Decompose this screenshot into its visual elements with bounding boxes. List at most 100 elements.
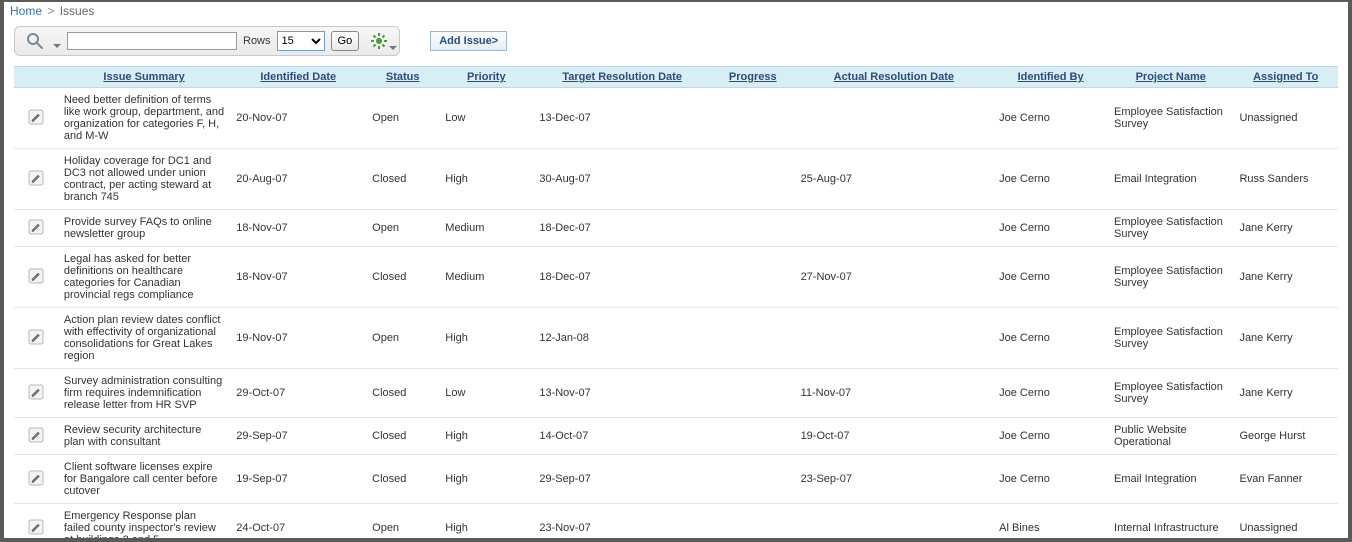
cell-project: Employee Satisfaction Survey xyxy=(1108,210,1233,247)
add-issue-button[interactable]: Add Issue> xyxy=(430,31,507,51)
cell-actual xyxy=(795,88,994,149)
cell-target: 29-Sep-07 xyxy=(533,455,711,504)
cell-actual xyxy=(795,504,994,542)
cell-assigned: Russ Sanders xyxy=(1233,149,1338,210)
cell-identified-by: Joe Cerno xyxy=(993,210,1108,247)
cell-priority: High xyxy=(439,308,533,369)
cell-summary: Review security architecture plan with c… xyxy=(58,418,230,455)
cell-identified-by: Joe Cerno xyxy=(993,247,1108,308)
cell-progress xyxy=(711,247,795,308)
cell-target: 23-Nov-07 xyxy=(533,504,711,542)
table-row: Emergency Response plan failed county in… xyxy=(14,504,1338,542)
cell-progress xyxy=(711,455,795,504)
cell-actual: 11-Nov-07 xyxy=(795,369,994,418)
cell-identified-by: Joe Cerno xyxy=(993,369,1108,418)
gear-icon[interactable] xyxy=(365,30,393,52)
table-row: Holiday coverage for DC1 and DC3 not all… xyxy=(14,149,1338,210)
rows-select[interactable]: 15 xyxy=(277,31,325,51)
cell-assigned: Jane Kerry xyxy=(1233,247,1338,308)
col-summary[interactable]: Issue Summary xyxy=(58,67,230,88)
breadcrumb: Home > Issues xyxy=(4,2,1348,20)
cell-summary: Provide survey FAQs to online newsletter… xyxy=(58,210,230,247)
col-project[interactable]: Project Name xyxy=(1108,67,1233,88)
cell-priority: High xyxy=(439,504,533,542)
cell-status: Closed xyxy=(366,418,439,455)
col-progress[interactable]: Progress xyxy=(711,67,795,88)
cell-summary: Emergency Response plan failed county in… xyxy=(58,504,230,542)
edit-icon[interactable] xyxy=(27,218,45,236)
cell-assigned: Jane Kerry xyxy=(1233,308,1338,369)
cell-target: 13-Dec-07 xyxy=(533,88,711,149)
cell-status: Open xyxy=(366,504,439,542)
breadcrumb-home[interactable]: Home xyxy=(10,4,42,18)
col-identified-by[interactable]: Identified By xyxy=(993,67,1108,88)
gear-dropdown-icon[interactable] xyxy=(389,46,397,50)
cell-project: Public Website Operational xyxy=(1108,418,1233,455)
issues-table: Issue Summary Identified Date Status Pri… xyxy=(14,66,1338,542)
cell-progress xyxy=(711,210,795,247)
table-row: Review security architecture plan with c… xyxy=(14,418,1338,455)
edit-icon[interactable] xyxy=(27,426,45,444)
edit-icon[interactable] xyxy=(27,383,45,401)
edit-icon[interactable] xyxy=(27,108,45,126)
cell-actual: 25-Aug-07 xyxy=(795,149,994,210)
cell-status: Open xyxy=(366,308,439,369)
cell-project: Email Integration xyxy=(1108,149,1233,210)
table-row: Provide survey FAQs to online newsletter… xyxy=(14,210,1338,247)
cell-target: 18-Dec-07 xyxy=(533,247,711,308)
col-priority[interactable]: Priority xyxy=(439,67,533,88)
cell-identified-by: Al Bines xyxy=(993,504,1108,542)
edit-icon[interactable] xyxy=(27,469,45,487)
breadcrumb-sep: > xyxy=(45,4,56,18)
edit-icon[interactable] xyxy=(27,328,45,346)
col-edit xyxy=(14,67,58,88)
cell-progress xyxy=(711,308,795,369)
cell-priority: Medium xyxy=(439,210,533,247)
edit-icon[interactable] xyxy=(27,169,45,187)
cell-priority: High xyxy=(439,418,533,455)
cell-actual: 27-Nov-07 xyxy=(795,247,994,308)
cell-project: Employee Satisfaction Survey xyxy=(1108,308,1233,369)
col-assigned[interactable]: Assigned To xyxy=(1233,67,1338,88)
cell-priority: High xyxy=(439,455,533,504)
cell-status: Open xyxy=(366,210,439,247)
table-row: Survey administration consulting firm re… xyxy=(14,369,1338,418)
cell-identified: 29-Oct-07 xyxy=(230,369,366,418)
table-row: Client software licenses expire for Bang… xyxy=(14,455,1338,504)
cell-status: Closed xyxy=(366,247,439,308)
cell-target: 13-Nov-07 xyxy=(533,369,711,418)
cell-identified-by: Joe Cerno xyxy=(993,88,1108,149)
cell-project: Employee Satisfaction Survey xyxy=(1108,247,1233,308)
col-identified[interactable]: Identified Date xyxy=(230,67,366,88)
search-icon[interactable] xyxy=(21,30,49,52)
col-actual[interactable]: Actual Resolution Date xyxy=(795,67,994,88)
cell-identified-by: Joe Cerno xyxy=(993,455,1108,504)
cell-progress xyxy=(711,149,795,210)
col-target[interactable]: Target Resolution Date xyxy=(533,67,711,88)
go-button[interactable]: Go xyxy=(331,31,360,51)
cell-project: Employee Satisfaction Survey xyxy=(1108,369,1233,418)
edit-icon[interactable] xyxy=(27,518,45,536)
cell-priority: Low xyxy=(439,88,533,149)
cell-priority: High xyxy=(439,149,533,210)
cell-identified: 19-Nov-07 xyxy=(230,308,366,369)
cell-target: 14-Oct-07 xyxy=(533,418,711,455)
edit-icon[interactable] xyxy=(27,267,45,285)
cell-assigned: Evan Fanner xyxy=(1233,455,1338,504)
cell-summary: Action plan review dates conflict with e… xyxy=(58,308,230,369)
cell-project: Email Integration xyxy=(1108,455,1233,504)
cell-assigned: Unassigned xyxy=(1233,88,1338,149)
search-bar: Rows 15 Go xyxy=(14,26,400,56)
cell-actual: 19-Oct-07 xyxy=(795,418,994,455)
cell-identified: 18-Nov-07 xyxy=(230,247,366,308)
cell-identified-by: Joe Cerno xyxy=(993,308,1108,369)
cell-actual xyxy=(795,210,994,247)
cell-target: 12-Jan-08 xyxy=(533,308,711,369)
col-status[interactable]: Status xyxy=(366,67,439,88)
cell-status: Open xyxy=(366,88,439,149)
cell-assigned: George Hurst xyxy=(1233,418,1338,455)
search-input[interactable] xyxy=(67,32,237,50)
cell-summary: Need better definition of terms like wor… xyxy=(58,88,230,149)
cell-actual xyxy=(795,308,994,369)
search-dropdown-icon[interactable] xyxy=(53,44,61,48)
